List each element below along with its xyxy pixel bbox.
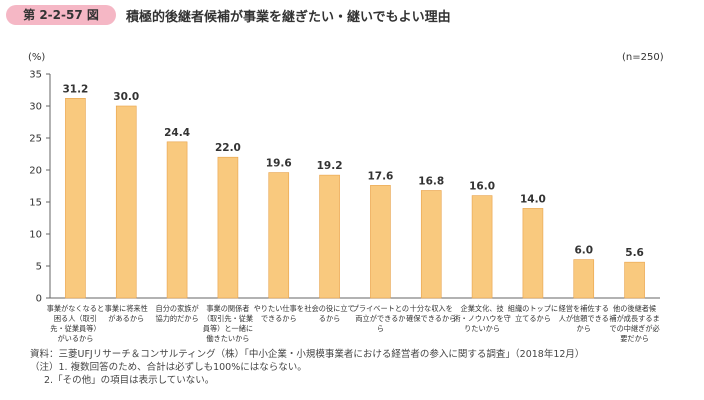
x-tick-label: があるから bbox=[108, 314, 144, 323]
data-label: 16.8 bbox=[418, 175, 444, 187]
bar bbox=[268, 172, 290, 299]
data-label: 30.0 bbox=[113, 91, 139, 103]
notes-block: 資料：三菱UFJリサーチ＆コンサルティング（株）「中小企業・小規模事業者における… bbox=[30, 348, 584, 387]
y-tick-label: 30 bbox=[29, 102, 42, 113]
sample-size-note: (n=250) bbox=[622, 52, 664, 63]
x-tick-label: 立てるから bbox=[515, 314, 551, 323]
x-tick-label: りたいから bbox=[464, 324, 500, 333]
y-tick-label: 25 bbox=[29, 134, 42, 145]
x-tick-label: 困る人（取引 bbox=[54, 314, 97, 323]
x-tick-label: ら bbox=[377, 324, 384, 333]
x-tick-label: プライベートとの bbox=[352, 304, 409, 313]
data-label: 5.6 bbox=[625, 247, 644, 259]
x-tick-label: 術・ノウハウを守 bbox=[453, 314, 511, 323]
data-label: 16.0 bbox=[469, 181, 495, 193]
x-tick-label: 事業に将来性 bbox=[105, 304, 148, 313]
y-tick-label: 0 bbox=[36, 294, 42, 305]
x-tick-label: 先・従業員等） bbox=[50, 324, 100, 333]
bar bbox=[471, 195, 493, 299]
data-label: 17.6 bbox=[367, 170, 393, 182]
x-tick-label: 両立ができるか bbox=[355, 314, 405, 323]
x-tick-label: るから bbox=[319, 314, 341, 323]
data-label: 6.0 bbox=[574, 245, 593, 257]
bar bbox=[420, 190, 442, 299]
bar bbox=[217, 156, 239, 299]
x-tick-label: から bbox=[577, 324, 591, 333]
bar bbox=[522, 208, 544, 299]
x-tick-label: 人が信頼できる bbox=[559, 314, 609, 323]
bar bbox=[573, 259, 595, 299]
x-tick-label: 確保できるから bbox=[406, 314, 456, 323]
x-tick-label: 員等）と一緒に bbox=[203, 324, 253, 333]
y-tick-label: 10 bbox=[29, 230, 42, 241]
x-tick-label: 経営を補佐する bbox=[559, 304, 609, 313]
bar bbox=[319, 174, 340, 299]
x-tick-label: 企業文化、技 bbox=[461, 304, 504, 313]
figure-title: 積極的後継者候補が事業を継ぎたい・継いでもよい理由 bbox=[126, 10, 451, 25]
x-tick-label: 事業がなくなると bbox=[47, 304, 105, 313]
y-tick-label: 35 bbox=[29, 70, 42, 81]
x-tick-label: 事業の関係者 bbox=[206, 304, 249, 313]
x-tick-label: 組織のトップに bbox=[508, 304, 558, 313]
x-tick-label: 自分の家族が bbox=[156, 304, 199, 313]
figure-header: 第 2-2-57 図 積極的後継者候補が事業を継ぎたい・継いでもよい理由 bbox=[0, 0, 704, 30]
data-label: 31.2 bbox=[62, 83, 88, 95]
y-tick-label: 20 bbox=[29, 166, 42, 177]
data-label: 14.0 bbox=[520, 193, 546, 205]
x-tick-label: （取引先・従業 bbox=[203, 314, 253, 323]
y-tick-label: 15 bbox=[29, 198, 42, 209]
data-label: 19.6 bbox=[266, 158, 292, 170]
x-tick-label: 補が成長するま bbox=[609, 314, 659, 323]
x-tick-label: 社会の役に立て bbox=[304, 304, 354, 313]
x-tick-label: での中継ぎが必 bbox=[609, 324, 659, 333]
y-tick-label: 5 bbox=[36, 262, 42, 273]
bar-chart: (%) (n=250) 0 5 10 15 20 25 30 35 31.2 事業がなくなると困る人（… bbox=[28, 52, 664, 343]
note-2: 2.「その他」の項目は表示していない。 bbox=[44, 375, 215, 386]
x-tick-label: 協力的だから bbox=[156, 314, 199, 323]
bar bbox=[115, 105, 137, 299]
source-note: 資料：三菱UFJリサーチ＆コンサルティング（株）「中小企業・小規模事業者における… bbox=[30, 349, 585, 360]
x-tick-label: がいるから bbox=[57, 334, 93, 343]
data-label: 22.0 bbox=[215, 142, 241, 154]
x-tick-label: 働きたいから bbox=[206, 334, 249, 343]
bar bbox=[65, 98, 86, 299]
x-tick-label: 十分な収入を bbox=[410, 304, 453, 313]
y-axis-unit-label: (%) bbox=[28, 52, 45, 63]
bar bbox=[370, 185, 391, 299]
bar bbox=[166, 141, 188, 299]
bar bbox=[624, 261, 645, 299]
note-1: （注）1. 複数回答のため、合計は必ずしも100%にはならない。 bbox=[30, 362, 307, 373]
data-label: 24.4 bbox=[164, 127, 190, 139]
x-tick-label: やりたい仕事を bbox=[254, 304, 304, 313]
data-label: 19.2 bbox=[317, 160, 343, 172]
figure-number-badge: 第 2-2-57 図 bbox=[6, 5, 116, 25]
x-tick-label: 他の後継者候 bbox=[613, 304, 656, 313]
x-tick-label: できるから bbox=[261, 314, 297, 323]
x-tick-label: 要だから bbox=[620, 334, 649, 343]
